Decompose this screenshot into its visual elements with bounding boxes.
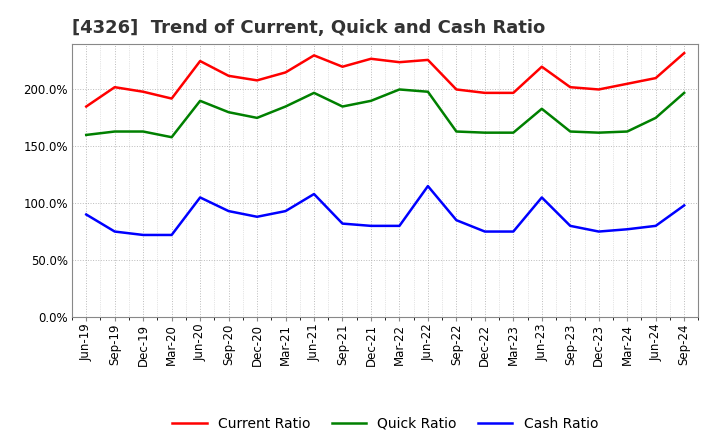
Current Ratio <box>110 84 119 90</box>
Quick Ratio <box>652 115 660 121</box>
Cash Ratio <box>566 223 575 228</box>
Cash Ratio <box>253 214 261 220</box>
Cash Ratio <box>196 195 204 200</box>
Cash Ratio <box>282 209 290 214</box>
Legend: Current Ratio, Quick Ratio, Cash Ratio: Current Ratio, Quick Ratio, Cash Ratio <box>167 411 603 436</box>
Quick Ratio <box>423 89 432 94</box>
Quick Ratio <box>566 129 575 134</box>
Current Ratio <box>595 87 603 92</box>
Cash Ratio <box>509 229 518 234</box>
Current Ratio <box>310 53 318 58</box>
Current Ratio <box>167 96 176 101</box>
Current Ratio <box>452 87 461 92</box>
Cash Ratio <box>338 221 347 226</box>
Quick Ratio <box>196 98 204 103</box>
Current Ratio <box>480 90 489 95</box>
Current Ratio <box>253 78 261 83</box>
Current Ratio <box>652 76 660 81</box>
Quick Ratio <box>366 98 375 103</box>
Current Ratio <box>395 59 404 65</box>
Cash Ratio <box>452 217 461 223</box>
Quick Ratio <box>110 129 119 134</box>
Current Ratio <box>423 57 432 62</box>
Current Ratio <box>338 64 347 70</box>
Quick Ratio <box>310 90 318 95</box>
Quick Ratio <box>395 87 404 92</box>
Text: [4326]  Trend of Current, Quick and Cash Ratio: [4326] Trend of Current, Quick and Cash … <box>72 19 545 37</box>
Current Ratio <box>509 90 518 95</box>
Cash Ratio <box>366 223 375 228</box>
Cash Ratio <box>595 229 603 234</box>
Quick Ratio <box>338 104 347 109</box>
Cash Ratio <box>225 209 233 214</box>
Cash Ratio <box>82 212 91 217</box>
Line: Current Ratio: Current Ratio <box>86 53 684 106</box>
Cash Ratio <box>480 229 489 234</box>
Quick Ratio <box>509 130 518 136</box>
Quick Ratio <box>139 129 148 134</box>
Current Ratio <box>623 81 631 86</box>
Cash Ratio <box>652 223 660 228</box>
Current Ratio <box>282 70 290 75</box>
Current Ratio <box>680 51 688 56</box>
Cash Ratio <box>537 195 546 200</box>
Cash Ratio <box>395 223 404 228</box>
Quick Ratio <box>623 129 631 134</box>
Current Ratio <box>225 73 233 78</box>
Line: Quick Ratio: Quick Ratio <box>86 89 684 137</box>
Line: Cash Ratio: Cash Ratio <box>86 186 684 235</box>
Quick Ratio <box>82 132 91 138</box>
Quick Ratio <box>480 130 489 136</box>
Current Ratio <box>82 104 91 109</box>
Current Ratio <box>566 84 575 90</box>
Quick Ratio <box>282 104 290 109</box>
Cash Ratio <box>167 232 176 238</box>
Cash Ratio <box>680 203 688 208</box>
Quick Ratio <box>225 110 233 115</box>
Cash Ratio <box>139 232 148 238</box>
Cash Ratio <box>310 191 318 197</box>
Current Ratio <box>196 59 204 64</box>
Cash Ratio <box>110 229 119 234</box>
Cash Ratio <box>623 227 631 232</box>
Quick Ratio <box>452 129 461 134</box>
Current Ratio <box>537 64 546 70</box>
Current Ratio <box>139 89 148 94</box>
Quick Ratio <box>167 135 176 140</box>
Quick Ratio <box>253 115 261 121</box>
Quick Ratio <box>537 106 546 111</box>
Quick Ratio <box>680 90 688 95</box>
Quick Ratio <box>595 130 603 136</box>
Cash Ratio <box>423 183 432 189</box>
Current Ratio <box>366 56 375 62</box>
